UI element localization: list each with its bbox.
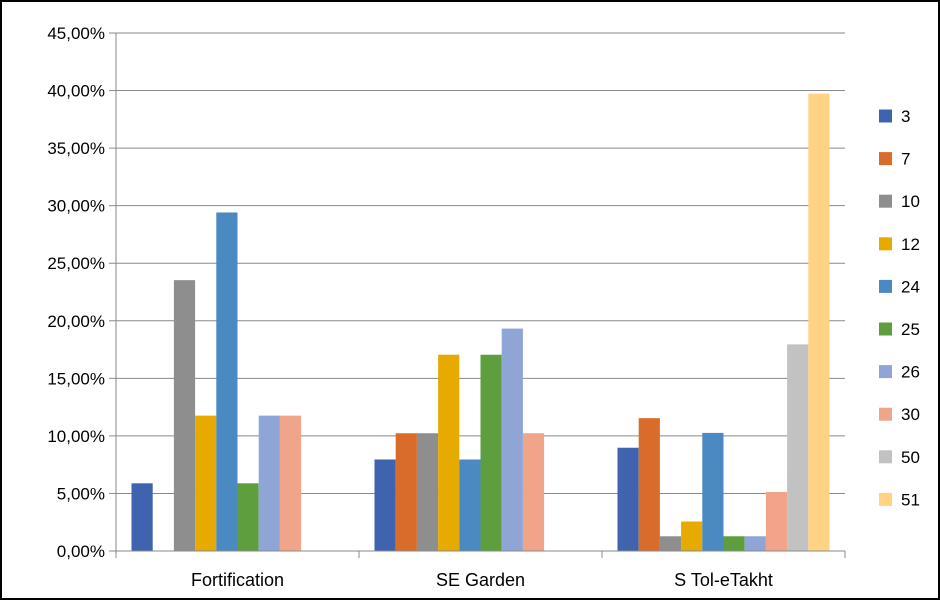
legend-swatch [879, 194, 892, 208]
legend-label: 7 [901, 150, 910, 169]
legend-label: 24 [901, 277, 920, 296]
legend-swatch [879, 365, 892, 379]
legend-label: 10 [901, 192, 920, 211]
axes [109, 32, 846, 558]
bar-fortification-series-25 [237, 483, 259, 551]
bar-se-garden-series-30 [522, 433, 545, 551]
y-tick-labels: 0,00% 5,00% 10,00% 15,00% 20,00% 25,00% 30,00%… [47, 24, 105, 561]
bar-s-tol-etakht-series-7 [638, 418, 660, 551]
category-label: Fortification [191, 570, 284, 590]
bars [131, 93, 830, 551]
bar-s-tol-etakht-series-25 [723, 536, 745, 551]
legend-label: 30 [901, 405, 920, 424]
bar-se-garden-series-3 [374, 459, 396, 551]
y-tick-label: 0,00% [57, 542, 105, 561]
legend-swatch [879, 492, 892, 506]
legend-swatch [879, 152, 892, 166]
y-tick-label: 15,00% [47, 369, 105, 388]
category-labels: Fortification SE Garden S Tol-eTakht [191, 570, 773, 590]
bar-se-garden-series-12 [438, 354, 460, 551]
y-tick-label: 10,00% [47, 427, 105, 446]
legend-label: 3 [901, 107, 910, 126]
bar-s-tol-etakht-series-26 [744, 536, 766, 551]
y-tick-label: 25,00% [47, 254, 105, 273]
bar-fortification-series-24 [216, 212, 238, 551]
bar-s-tol-etakht-series-3 [617, 447, 639, 551]
y-tick-label: 35,00% [47, 139, 105, 158]
bar-se-garden-series-25 [480, 354, 502, 551]
category-label: S Tol-eTakht [674, 570, 773, 590]
bar-se-garden-series-7 [395, 433, 417, 551]
bar-s-tol-etakht-series-50 [787, 344, 809, 551]
bar-s-tol-etakht-series-10 [659, 536, 682, 551]
bar-se-garden-series-24 [459, 459, 481, 551]
category-label: SE Garden [436, 570, 525, 590]
legend-swatch [879, 237, 892, 251]
bar-fortification-series-3 [131, 483, 153, 551]
legend-label: 12 [901, 235, 920, 254]
bar-s-tol-etakht-series-24 [702, 432, 724, 551]
legend-swatch [879, 279, 892, 293]
bar-fortification-series-26 [258, 415, 280, 551]
bar-s-tol-etakht-series-12 [681, 521, 703, 551]
bar-s-tol-etakht-series-51 [808, 93, 830, 551]
y-tick-label: 45,00% [47, 24, 105, 43]
bar-fortification-series-12 [195, 415, 217, 551]
y-tick-label: 5,00% [57, 484, 105, 503]
bar-se-garden-series-10 [416, 433, 439, 551]
y-tick-label: 30,00% [47, 197, 105, 216]
legend-label: 50 [901, 448, 920, 467]
bar-fortification-series-10 [173, 280, 196, 551]
legend-swatch [879, 407, 892, 421]
legend: 3 7 10 12 24 25 26 30 50 51 [879, 107, 920, 509]
y-tick-label: 40,00% [47, 82, 105, 101]
y-tick-label: 20,00% [47, 312, 105, 331]
legend-label: 25 [901, 320, 920, 339]
legend-label: 26 [901, 363, 920, 382]
legend-swatch [879, 322, 892, 336]
legend-label: 51 [901, 490, 920, 509]
bar-se-garden-series-26 [501, 328, 523, 551]
legend-swatch [879, 450, 892, 464]
legend-swatch [879, 109, 892, 123]
bar-fortification-series-30 [279, 415, 302, 551]
bar-s-tol-etakht-series-30 [765, 491, 788, 551]
